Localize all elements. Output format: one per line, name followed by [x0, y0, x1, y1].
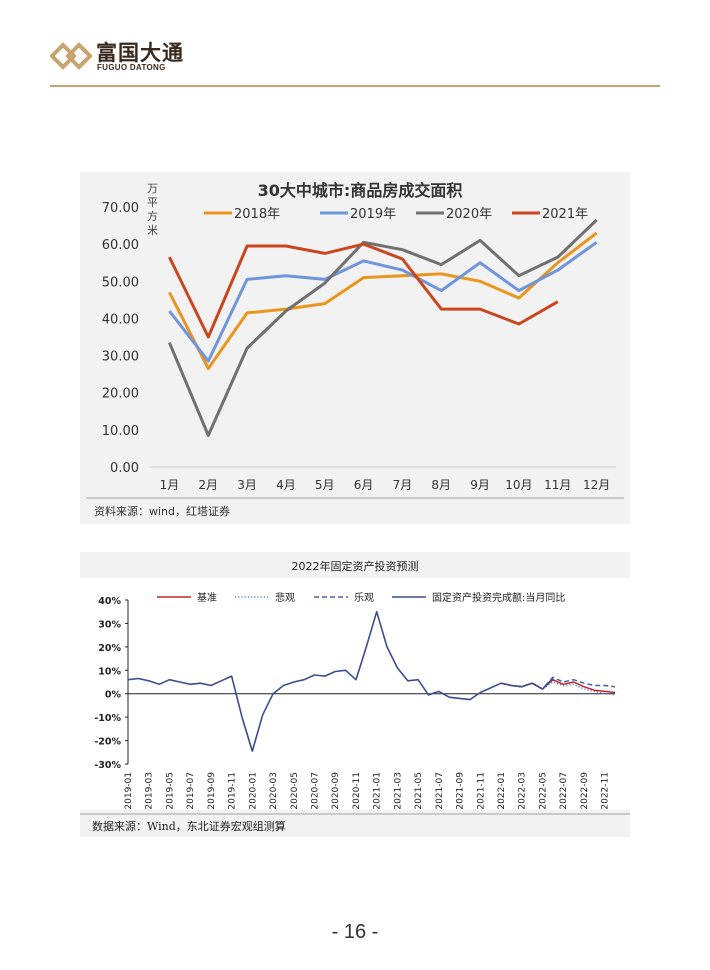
legend-label: 2018年 — [234, 207, 280, 222]
legend-label: 基准 — [197, 591, 217, 604]
x-tick-label: 2019-01 — [124, 772, 134, 810]
page-number: - 16 - — [331, 921, 379, 943]
x-tick-label: 9月 — [470, 478, 490, 492]
y-tick-label: 20% — [98, 643, 121, 654]
x-tick-label: 2019-03 — [145, 772, 155, 810]
x-tick-label: 2021-01 — [373, 772, 383, 810]
series-line-2021年 — [168, 242, 559, 339]
x-tick-label: 2021-09 — [456, 772, 466, 810]
x-tick-label: 7月 — [393, 478, 413, 492]
x-tick-label: 2020-09 — [331, 772, 341, 810]
x-tick-label: 1月 — [160, 478, 180, 492]
x-tick-label: 2020-07 — [311, 772, 321, 810]
x-tick-label: 3月 — [237, 478, 257, 492]
chart-title: 2022年固定资产投资预测 — [292, 559, 419, 573]
legend-label: 悲观 — [275, 591, 295, 604]
x-tick-label: 2021-07 — [435, 772, 445, 810]
x-tick-label: 8月 — [431, 478, 451, 492]
series-line-2019年 — [168, 241, 598, 363]
y-tick-label: 0% — [105, 690, 122, 701]
y-tick-label: 10% — [98, 666, 121, 677]
x-tick-label: 2022-09 — [580, 772, 590, 810]
legend-label: 固定资产投资完成额:当月同比 — [432, 591, 565, 604]
x-tick-label: 2019-05 — [165, 772, 175, 810]
chart-title: 30大中城市:商品房成交面积 — [258, 181, 463, 200]
series-line-固定资产投资完成额:当月同比 — [127, 610, 554, 752]
series-line-2018年 — [168, 231, 598, 371]
x-tick-label: 2019-11 — [228, 772, 238, 810]
x-tick-label: 12月 — [583, 478, 610, 492]
legend-label: 2020年 — [446, 207, 492, 222]
x-tick-label: 5月 — [315, 478, 335, 492]
x-tick-label: 2022-03 — [518, 772, 528, 810]
series-lines — [168, 218, 598, 437]
y-tick-label: 0.00 — [110, 461, 139, 476]
x-tick-label: 2021-11 — [476, 772, 486, 810]
y-tick-label: 20.00 — [102, 387, 139, 402]
y-tick-label: 30.00 — [102, 350, 139, 365]
x-tick-label: 11月 — [544, 478, 571, 492]
x-tick-label: 2022-07 — [559, 772, 569, 810]
y-axis-unit-label: 万平方米 — [147, 182, 158, 237]
x-tick-label: 2020-01 — [248, 772, 258, 810]
x-tick-label: 2月 — [198, 478, 218, 492]
x-axis-ticks: 2019-01 2019-03 2019-05 2019-07 2019-09 2019-… — [124, 772, 611, 810]
x-tick-label: 2020-11 — [352, 772, 362, 810]
city-transaction-area-chart: 30大中城市:商品房成交面积 万平方米 0.00 10.00 20.00 30.00 4… — [86, 181, 624, 518]
x-axis-ticks: 1月 2月 3月 4月 5月 6月 7月 8月 9月 10月 11月 12月 — [160, 478, 611, 492]
x-tick-label: 10月 — [505, 478, 532, 492]
y-tick-label: 10.00 — [102, 424, 139, 439]
x-tick-label: 6月 — [354, 478, 374, 492]
brand-name-cn: 富国大通 — [96, 41, 184, 65]
header-divider — [50, 85, 660, 87]
source-note: 数据来源：Wind，东北证券宏观组测算 — [92, 819, 286, 833]
page-header: 富国大通 FUGUO DATONG — [50, 36, 660, 88]
x-tick-label: 2021-05 — [414, 772, 424, 810]
chart-panel-city-transactions: 30大中城市:商品房成交面积 万平方米 0.00 10.00 20.00 30.00 4… — [80, 172, 630, 524]
axes — [127, 600, 615, 764]
x-tick-label: 2021-03 — [393, 772, 403, 810]
chart-panel-fixed-asset-forecast: 2022年固定资产投资预测 基准 悲观 乐观 固定资产投资完成额:当月同比 -30% -… — [80, 552, 630, 837]
brand-logo-icon — [50, 42, 92, 70]
y-axis-ticks: -30% -20% -10% 0% 10% 20% 30% 40% — [94, 596, 128, 771]
brand-name-en: FUGUO DATONG — [97, 63, 166, 72]
legend-label: 2019年 — [350, 207, 396, 222]
y-tick-label: -10% — [94, 713, 121, 724]
y-tick-label: 40% — [98, 596, 121, 607]
x-tick-label: 4月 — [276, 478, 296, 492]
x-tick-label: 2020-03 — [269, 772, 279, 810]
y-tick-label: 40.00 — [102, 312, 139, 327]
source-note: 资料来源：wind，红塔证券 — [94, 504, 230, 518]
x-tick-label: 2019-07 — [186, 772, 196, 810]
x-tick-label: 2020-05 — [290, 772, 300, 810]
x-tick-label: 2022-05 — [538, 772, 548, 810]
x-tick-label: 2022-11 — [601, 772, 611, 810]
y-axis-ticks: 0.00 10.00 20.00 30.00 40.00 50.00 60.00 70.00 — [102, 201, 139, 476]
y-tick-label: 60.00 — [102, 238, 139, 253]
y-tick-label: 70.00 — [102, 201, 139, 216]
y-tick-label: -20% — [94, 737, 121, 748]
fixed-asset-forecast-chart: 2022年固定资产投资预测 基准 悲观 乐观 固定资产投资完成额:当月同比 -30%-… — [80, 559, 630, 833]
legend-label: 2021年 — [542, 207, 588, 222]
y-tick-label: -30% — [94, 760, 121, 771]
y-tick-label: 30% — [98, 619, 121, 630]
series-lines — [127, 610, 616, 752]
series-line-2020年 — [168, 218, 598, 437]
x-tick-label: 2019-09 — [207, 772, 217, 810]
legend: 基准 悲观 乐观 固定资产投资完成额:当月同比 — [157, 591, 565, 604]
legend-label: 乐观 — [354, 592, 374, 604]
svg-text:万平方米: 万平方米 — [147, 182, 158, 237]
legend: 2018年 2019年 2020年 2021年 — [204, 207, 588, 222]
x-tick-label: 2022-01 — [497, 772, 507, 810]
y-tick-label: 50.00 — [102, 275, 139, 290]
